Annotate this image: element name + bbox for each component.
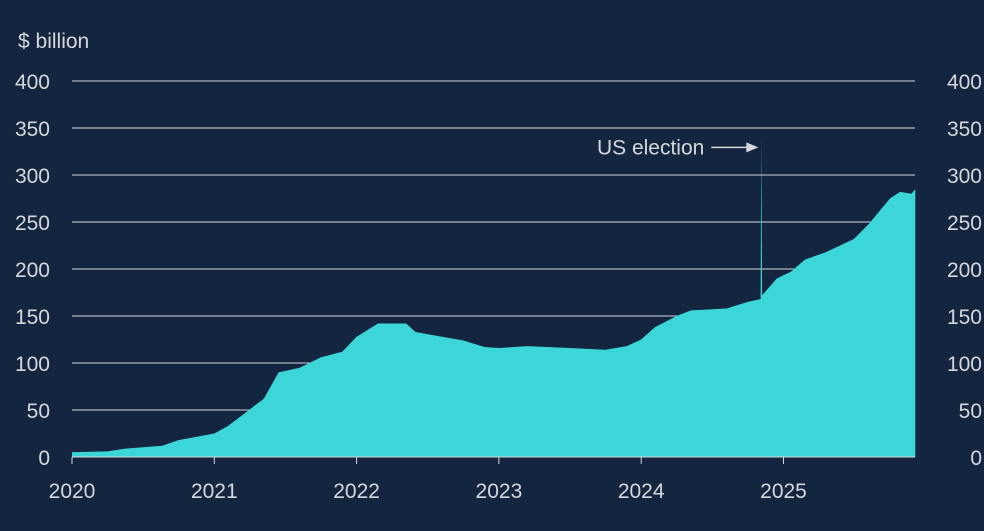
y-tick-right: 0 — [970, 447, 982, 470]
area-fill — [72, 137, 916, 457]
y-tick-right: 250 — [947, 212, 982, 235]
y-tick-left: 50 — [27, 400, 50, 423]
y-tick-right: 300 — [947, 165, 982, 188]
y-tick-right: 350 — [947, 118, 982, 141]
y-tick-left: 0 — [38, 447, 50, 470]
y-tick-right: 400 — [947, 71, 982, 94]
area-series — [72, 137, 916, 457]
y-tick-left: 400 — [15, 71, 50, 94]
y-tick-left: 300 — [15, 165, 50, 188]
x-tick-label: 2025 — [760, 480, 807, 503]
annotation-us-election: US election — [597, 136, 704, 159]
y-tick-right: 200 — [947, 259, 982, 282]
y-tick-left: 100 — [15, 353, 50, 376]
x-tick-label: 2023 — [476, 480, 523, 503]
y-tick-right: 100 — [947, 353, 982, 376]
axis-ticks: 0 0 50 50 100 100 150 150 200 200 250 250 300 300 350 3… — [15, 71, 982, 503]
y-tick-left: 200 — [15, 259, 50, 282]
x-tick-label: 2021 — [191, 480, 238, 503]
y-tick-right: 150 — [947, 306, 982, 329]
annotation-group: US election — [597, 136, 759, 159]
y-tick-left: 150 — [15, 306, 50, 329]
x-tick-label: 2020 — [49, 480, 96, 503]
y-tick-right: 50 — [959, 400, 982, 423]
gridlines — [72, 80, 915, 411]
y-tick-left: 350 — [15, 118, 50, 141]
annotation-arrowhead — [746, 142, 759, 153]
x-tick-label: 2024 — [618, 480, 665, 503]
x-tick-label: 2022 — [333, 480, 380, 503]
y-axis-label: $ billion — [18, 30, 89, 53]
y-tick-left: 250 — [15, 212, 50, 235]
